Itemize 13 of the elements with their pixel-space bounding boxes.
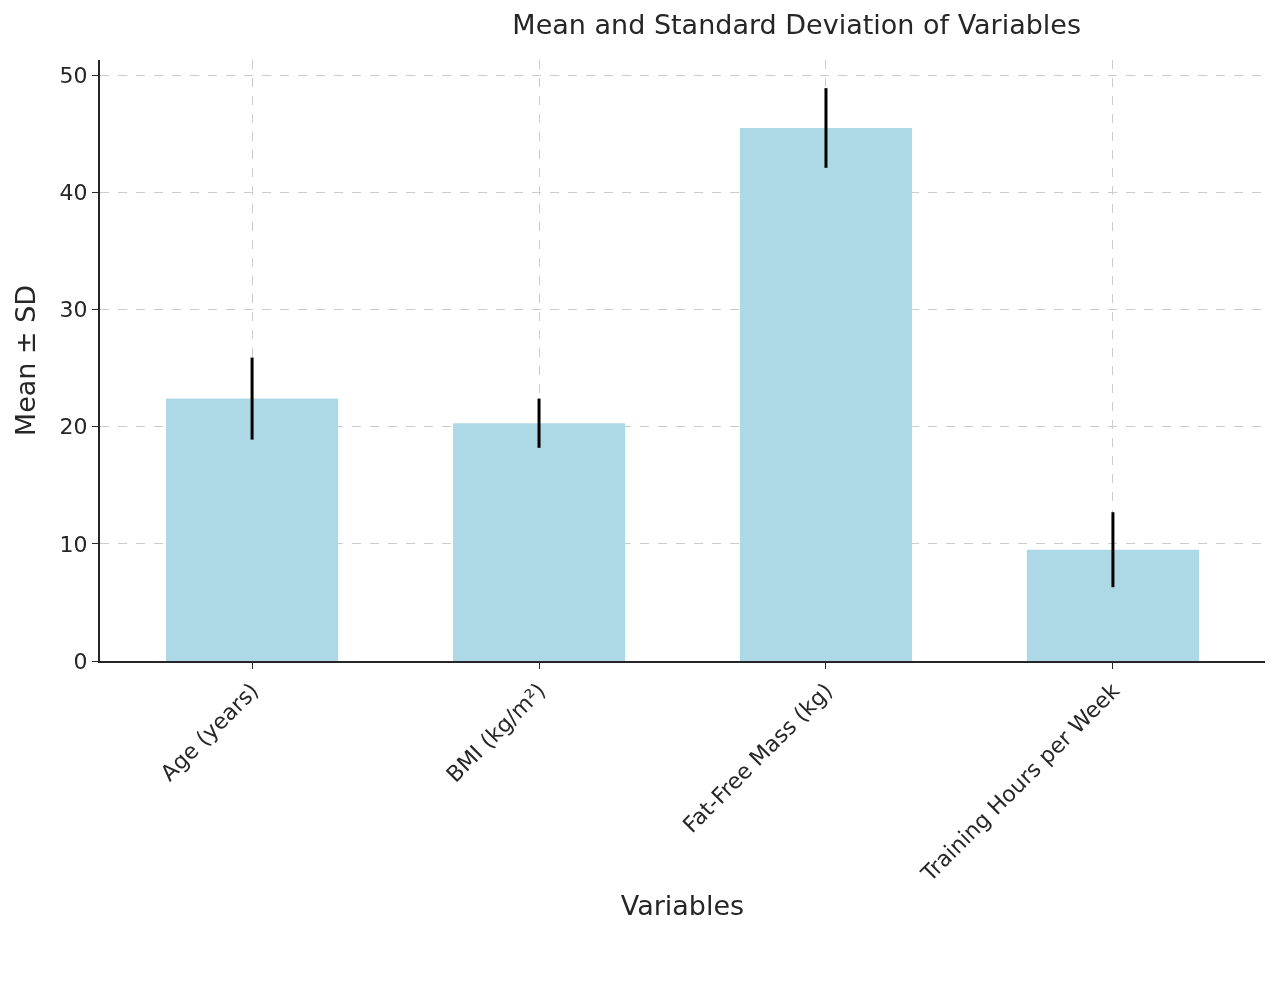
y-axis-title: Mean ± SD bbox=[10, 284, 41, 437]
y-tick-label: 0 bbox=[73, 648, 88, 674]
x-axis-title: Variables bbox=[620, 889, 745, 921]
y-tick-label: 20 bbox=[59, 414, 88, 440]
bar bbox=[452, 423, 626, 661]
bar bbox=[1026, 549, 1199, 661]
bar bbox=[166, 398, 339, 661]
bar bbox=[739, 127, 913, 661]
y-tick-label: 30 bbox=[59, 297, 88, 323]
y-tick-label: 40 bbox=[59, 180, 88, 206]
chart-title: Mean and Standard Deviation of Variables bbox=[512, 8, 1082, 40]
y-tick-label: 10 bbox=[59, 531, 88, 557]
y-tick-label: 50 bbox=[59, 62, 88, 88]
